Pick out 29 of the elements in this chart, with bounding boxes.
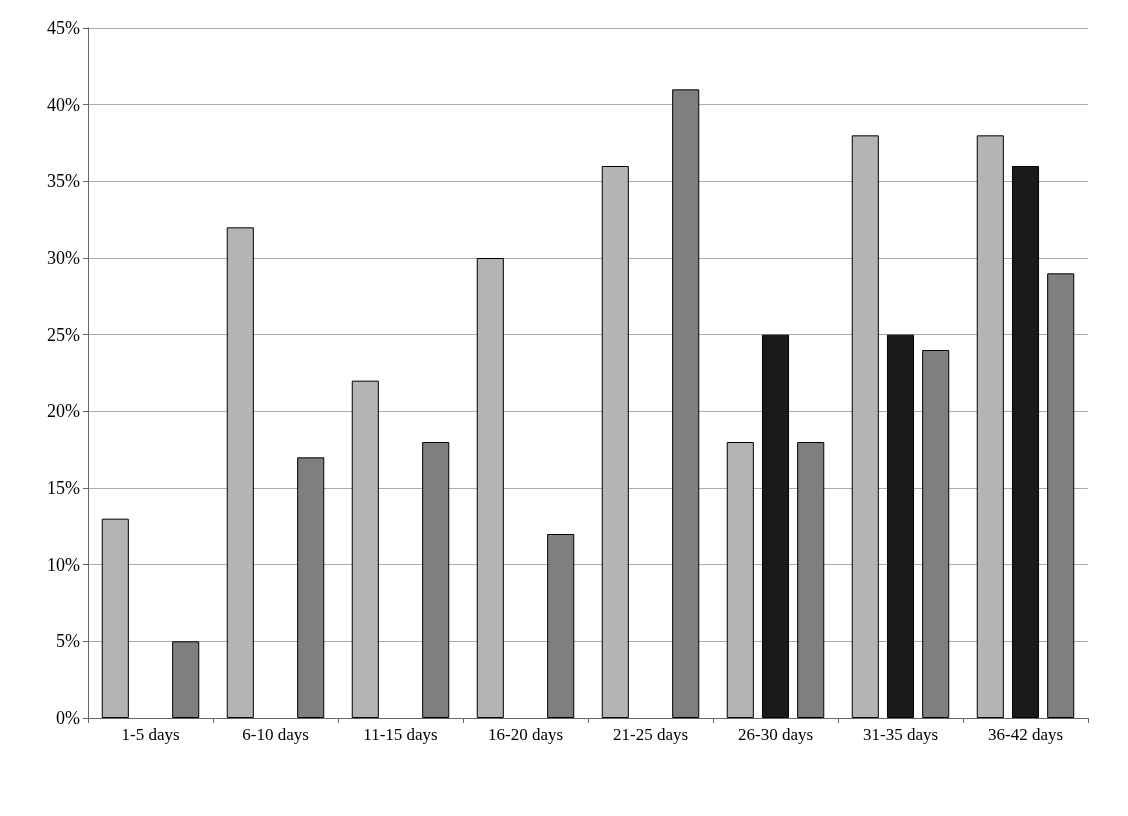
bar (761, 334, 790, 718)
x-tick-label: 11-15 days (363, 725, 438, 744)
y-tick-label: 35% (47, 171, 80, 192)
x-tick-label: 26-30 days (737, 725, 814, 744)
y-tick-label: 10% (47, 554, 80, 575)
x-tick-label: 36-42 days (987, 725, 1064, 744)
y-tick-label: 40% (47, 94, 80, 115)
x-tick-label: 31-35 days (862, 725, 939, 744)
bar (547, 534, 575, 718)
x-tick-label: 21-25 days (612, 725, 689, 744)
bar (1047, 273, 1075, 718)
bar (422, 442, 450, 718)
x-tick-label: 16-20 days (487, 725, 564, 744)
y-tick-label: 0% (56, 708, 80, 728)
y-tick-label: 45% (47, 18, 80, 38)
y-tick-label: 20% (47, 401, 80, 422)
x-tick-label: 6-10 days (242, 725, 309, 744)
bar (1011, 166, 1040, 718)
bar (797, 442, 825, 718)
y-tick-label: 15% (47, 478, 80, 498)
bar (672, 89, 700, 718)
y-tick-label: 5% (56, 631, 80, 652)
bar (886, 334, 915, 718)
bar (172, 641, 200, 718)
y-tick-label: 30% (47, 248, 80, 268)
bar (297, 457, 325, 718)
x-tick-label: 1-5 days (121, 725, 180, 744)
y-tick-label: 25% (47, 324, 80, 345)
bar (922, 350, 950, 718)
